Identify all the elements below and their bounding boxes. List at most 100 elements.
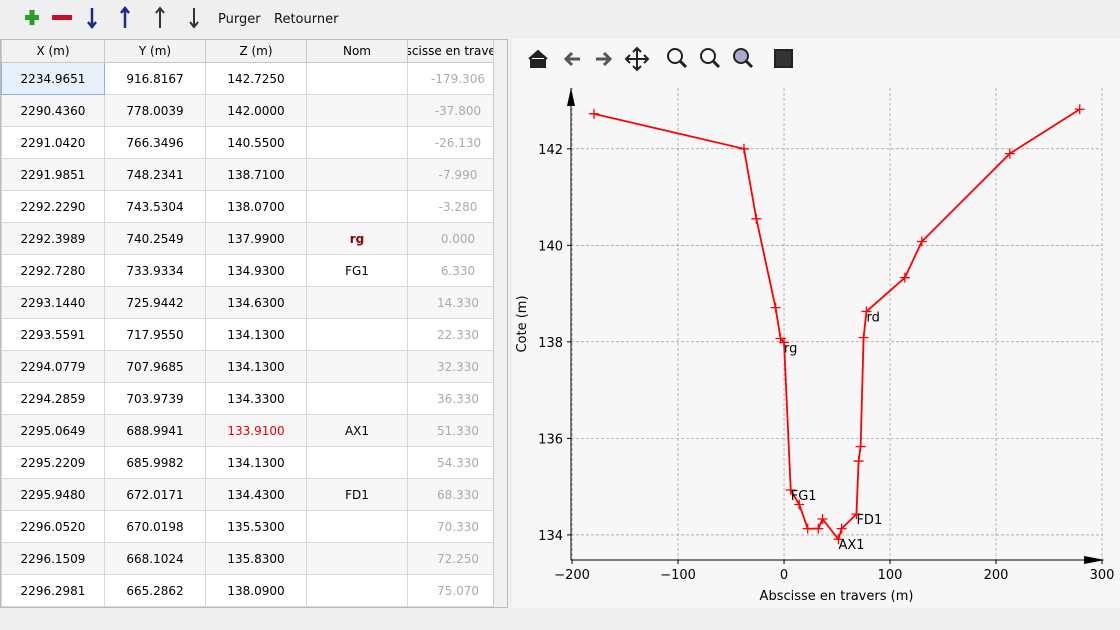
table-cell[interactable]: 2294.0779 bbox=[1, 350, 105, 383]
table-cell[interactable]: 134.1300 bbox=[205, 350, 307, 383]
toolbar-icons bbox=[25, 5, 199, 30]
table-cell[interactable]: 138.0700 bbox=[205, 190, 307, 223]
table-cell[interactable]: 725.9442 bbox=[104, 286, 206, 319]
table-cell[interactable] bbox=[306, 94, 408, 127]
table-cell[interactable]: 916.8167 bbox=[104, 62, 206, 95]
table-cell[interactable]: 778.0039 bbox=[104, 94, 206, 127]
table-cell[interactable]: 668.1024 bbox=[104, 542, 206, 575]
table-cell[interactable]: 70.330 bbox=[407, 510, 507, 543]
table-cell[interactable]: 2293.5591 bbox=[1, 318, 105, 351]
table-cell[interactable]: 134.3300 bbox=[205, 382, 307, 415]
point-label: rd bbox=[866, 310, 879, 325]
table-cell[interactable]: -179.306 bbox=[407, 62, 507, 95]
table-cell[interactable]: 138.0900 bbox=[205, 574, 307, 607]
purge-button[interactable]: Purger bbox=[218, 12, 261, 27]
table-cell[interactable]: 665.2862 bbox=[104, 574, 206, 607]
table-cell[interactable]: 134.1300 bbox=[205, 446, 307, 479]
table-cell[interactable]: 0.000 bbox=[407, 222, 507, 255]
table-cell[interactable]: 14.330 bbox=[407, 286, 507, 319]
table-cell[interactable] bbox=[306, 126, 408, 159]
table-cell[interactable] bbox=[306, 446, 408, 479]
point-marker bbox=[833, 534, 844, 545]
y-tick-label: 142 bbox=[538, 143, 563, 158]
table-cell[interactable]: 2293.1440 bbox=[1, 286, 105, 319]
table-cell[interactable] bbox=[306, 62, 408, 95]
table-cell[interactable]: rd bbox=[306, 606, 408, 607]
table-cell[interactable]: 2291.9851 bbox=[1, 158, 105, 191]
table-cell[interactable] bbox=[306, 574, 408, 607]
table-cell[interactable]: 685.9982 bbox=[104, 446, 206, 479]
table-cell[interactable]: FG1 bbox=[306, 254, 408, 287]
table-cell[interactable]: rg bbox=[306, 222, 408, 255]
table-cell[interactable] bbox=[306, 542, 408, 575]
point-marker bbox=[916, 236, 927, 247]
table-cell[interactable]: 2296.0520 bbox=[1, 510, 105, 543]
point-label: rg bbox=[784, 341, 797, 356]
table-cell[interactable]: 717.9550 bbox=[104, 318, 206, 351]
table-cell[interactable] bbox=[306, 510, 408, 543]
table-cell[interactable]: -37.800 bbox=[407, 94, 507, 127]
table-cell[interactable]: 137.9900 bbox=[205, 222, 307, 255]
table-cell[interactable] bbox=[306, 190, 408, 223]
table-cell[interactable] bbox=[306, 318, 408, 351]
table-cell[interactable]: 134.1300 bbox=[205, 318, 307, 351]
table-cell[interactable]: 2295.9480 bbox=[1, 478, 105, 511]
table-cell[interactable]: 2291.0420 bbox=[1, 126, 105, 159]
table-cell[interactable] bbox=[306, 286, 408, 319]
table-cell[interactable]: 133.9100 bbox=[205, 414, 307, 447]
table-cell[interactable]: 72.250 bbox=[407, 542, 507, 575]
table-cell[interactable]: 77.770 bbox=[407, 606, 507, 607]
table-cell[interactable] bbox=[306, 382, 408, 415]
table-cell[interactable]: 134.9300 bbox=[205, 254, 307, 287]
table-cell[interactable]: 68.330 bbox=[407, 478, 507, 511]
table-cell[interactable]: 135.5300 bbox=[205, 510, 307, 543]
table-cell[interactable]: 140.5500 bbox=[205, 126, 307, 159]
table-cell[interactable]: 2295.0649 bbox=[1, 414, 105, 447]
table-row: 2295.9480 672.0171 134.4300 FD1 68.330 bbox=[1, 478, 507, 511]
table-cell[interactable]: 672.0171 bbox=[104, 478, 206, 511]
table-cell[interactable]: AX1 bbox=[306, 414, 408, 447]
table-cell[interactable]: 2296.1509 bbox=[1, 542, 105, 575]
table-cell[interactable]: 134.6300 bbox=[205, 286, 307, 319]
table-cell[interactable]: 2292.7280 bbox=[1, 254, 105, 287]
table-cell[interactable]: FD1 bbox=[306, 478, 408, 511]
x-tick-label: −200 bbox=[554, 568, 590, 583]
scrollbar[interactable] bbox=[493, 40, 507, 607]
table-cell[interactable]: 743.5304 bbox=[104, 190, 206, 223]
table-cell[interactable]: 2296.2981 bbox=[1, 574, 105, 607]
table-cell[interactable]: 54.330 bbox=[407, 446, 507, 479]
table-cell[interactable]: 2290.4360 bbox=[1, 94, 105, 127]
table-cell[interactable] bbox=[306, 158, 408, 191]
table-cell[interactable]: 662.5898 bbox=[104, 606, 206, 607]
table-row: 2291.0420 766.3496 140.5500 -26.130 bbox=[1, 126, 507, 159]
table-cell[interactable]: 688.9941 bbox=[104, 414, 206, 447]
table-cell[interactable]: 2295.2209 bbox=[1, 446, 105, 479]
reverse-button[interactable]: Retourner bbox=[274, 12, 339, 27]
table-cell[interactable]: 2294.2859 bbox=[1, 382, 105, 415]
table-cell[interactable]: 670.0198 bbox=[104, 510, 206, 543]
table-cell[interactable]: 748.2341 bbox=[104, 158, 206, 191]
points-table: X (m)Y (m)Z (m)NomAbscisse en travers223… bbox=[0, 39, 508, 608]
table-cell[interactable]: 2292.3989 bbox=[1, 222, 105, 255]
table-cell[interactable]: -3.280 bbox=[407, 190, 507, 223]
table-cell[interactable]: 2234.9651 bbox=[1, 62, 105, 95]
table-cell[interactable]: 703.9739 bbox=[104, 382, 206, 415]
table-cell[interactable] bbox=[306, 350, 408, 383]
table-cell[interactable]: -7.990 bbox=[407, 158, 507, 191]
table-cell[interactable]: 733.9334 bbox=[104, 254, 206, 287]
table-cell[interactable]: 36.330 bbox=[407, 382, 507, 415]
table-cell[interactable]: 142.7250 bbox=[205, 62, 307, 95]
table-cell[interactable]: 138.6300 bbox=[205, 606, 307, 607]
table-cell[interactable]: 2296.4380 bbox=[1, 606, 105, 607]
point-label: FD1 bbox=[856, 513, 882, 528]
table-cell[interactable]: 2292.2290 bbox=[1, 190, 105, 223]
table-cell[interactable]: -26.130 bbox=[407, 126, 507, 159]
table-cell[interactable]: 707.9685 bbox=[104, 350, 206, 383]
table-cell[interactable]: 51.330 bbox=[407, 414, 507, 447]
table-cell[interactable]: 142.0000 bbox=[205, 94, 307, 127]
table-cell[interactable]: 766.3496 bbox=[104, 126, 206, 159]
table-cell[interactable]: 134.4300 bbox=[205, 478, 307, 511]
table-cell[interactable]: 138.7100 bbox=[205, 158, 307, 191]
table-cell[interactable]: 135.8300 bbox=[205, 542, 307, 575]
table-cell[interactable]: 740.2549 bbox=[104, 222, 206, 255]
